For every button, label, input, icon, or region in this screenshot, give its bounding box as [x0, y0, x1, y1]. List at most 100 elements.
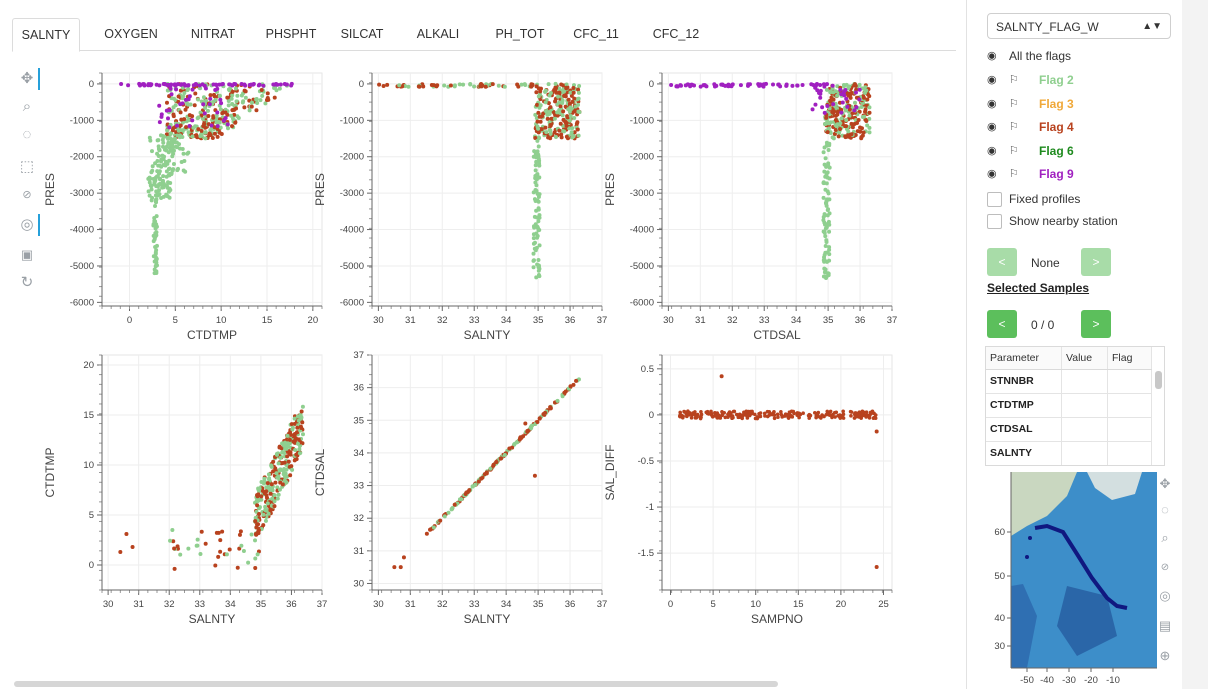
- data-point[interactable]: [727, 411, 731, 416]
- data-point[interactable]: [203, 541, 208, 546]
- data-point[interactable]: [184, 125, 189, 130]
- data-point[interactable]: [846, 134, 851, 139]
- data-point[interactable]: [292, 458, 297, 463]
- data-point[interactable]: [571, 382, 576, 387]
- data-point[interactable]: [726, 415, 730, 419]
- data-point[interactable]: [545, 116, 550, 121]
- data-point[interactable]: [271, 469, 276, 474]
- data-point[interactable]: [823, 243, 828, 248]
- data-point[interactable]: [186, 150, 191, 155]
- data-point[interactable]: [215, 110, 220, 115]
- data-point[interactable]: [160, 153, 165, 158]
- data-point[interactable]: [502, 452, 507, 457]
- data-point[interactable]: [151, 223, 156, 228]
- data-point[interactable]: [160, 137, 165, 142]
- data-point[interactable]: [277, 445, 282, 450]
- data-point[interactable]: [220, 529, 225, 534]
- data-point[interactable]: [534, 90, 539, 95]
- data-point[interactable]: [166, 140, 171, 145]
- data-point[interactable]: [824, 115, 829, 120]
- data-point[interactable]: [282, 82, 287, 87]
- data-point[interactable]: [300, 432, 305, 437]
- data-point[interactable]: [154, 214, 159, 219]
- data-point[interactable]: [859, 105, 864, 110]
- data-point[interactable]: [572, 115, 577, 120]
- data-point[interactable]: [267, 476, 272, 481]
- data-point[interactable]: [535, 262, 540, 267]
- data-point[interactable]: [450, 505, 455, 510]
- data-point[interactable]: [564, 134, 569, 139]
- data-point[interactable]: [220, 111, 225, 116]
- data-point[interactable]: [817, 415, 822, 419]
- data-point[interactable]: [757, 83, 762, 88]
- data-point[interactable]: [543, 125, 548, 130]
- data-point[interactable]: [682, 410, 687, 414]
- data-point[interactable]: [698, 84, 703, 89]
- data-point[interactable]: [446, 510, 451, 515]
- data-point[interactable]: [824, 225, 829, 230]
- data-point[interactable]: [385, 82, 390, 87]
- data-point[interactable]: [825, 170, 830, 175]
- data-point[interactable]: [843, 87, 848, 92]
- data-point[interactable]: [254, 498, 259, 503]
- data-point[interactable]: [828, 120, 833, 125]
- data-point[interactable]: [468, 81, 473, 86]
- data-point[interactable]: [548, 405, 553, 410]
- data-point[interactable]: [548, 90, 553, 95]
- data-point[interactable]: [824, 87, 829, 92]
- data-point[interactable]: [130, 545, 135, 549]
- data-point[interactable]: [867, 125, 872, 130]
- data-point[interactable]: [167, 158, 172, 163]
- data-point[interactable]: [557, 90, 562, 95]
- data-point[interactable]: [536, 273, 541, 278]
- data-point[interactable]: [291, 439, 296, 444]
- data-point[interactable]: [266, 97, 271, 102]
- data-point[interactable]: [571, 85, 576, 90]
- data-point[interactable]: [842, 93, 847, 98]
- data-point[interactable]: [830, 110, 835, 115]
- data-point[interactable]: [265, 501, 270, 506]
- data-point[interactable]: [289, 422, 294, 427]
- data-point[interactable]: [398, 565, 403, 570]
- eye-icon[interactable]: ◉: [987, 168, 997, 180]
- data-point[interactable]: [299, 409, 304, 414]
- data-point[interactable]: [149, 170, 154, 175]
- data-point[interactable]: [552, 87, 557, 92]
- data-point[interactable]: [867, 416, 872, 420]
- data-point[interactable]: [210, 136, 215, 141]
- data-point[interactable]: [282, 475, 287, 480]
- data-point[interactable]: [865, 97, 870, 102]
- data-point[interactable]: [295, 414, 300, 419]
- data-point[interactable]: [220, 81, 225, 86]
- flag-icon[interactable]: ⚐: [1009, 98, 1019, 110]
- data-point[interactable]: [516, 84, 521, 89]
- data-point[interactable]: [827, 413, 832, 417]
- data-point[interactable]: [153, 161, 158, 166]
- data-point[interactable]: [292, 431, 297, 436]
- data-point[interactable]: [282, 460, 287, 465]
- data-point[interactable]: [169, 92, 174, 97]
- data-point[interactable]: [765, 409, 770, 414]
- data-point[interactable]: [546, 82, 551, 87]
- data-point[interactable]: [531, 258, 536, 263]
- data-point[interactable]: [229, 96, 234, 101]
- data-point[interactable]: [490, 82, 495, 87]
- data-point[interactable]: [867, 116, 872, 121]
- table-scrollbar[interactable]: [1155, 371, 1162, 389]
- data-point[interactable]: [835, 93, 840, 98]
- flag-cell[interactable]: [1108, 418, 1152, 441]
- data-point[interactable]: [483, 84, 488, 89]
- data-point[interactable]: [238, 529, 243, 534]
- data-point[interactable]: [709, 409, 713, 414]
- scatter-plot-2[interactable]: 30 31 32 33 34 35 36 37 0 -1000 -2000 -3000 -4000 -50…: [313, 72, 607, 342]
- col-parameter[interactable]: Parameter: [986, 347, 1062, 369]
- data-point[interactable]: [822, 110, 827, 115]
- data-point[interactable]: [156, 163, 161, 168]
- data-point[interactable]: [476, 479, 481, 484]
- data-point[interactable]: [534, 102, 539, 107]
- data-point[interactable]: [473, 482, 478, 487]
- data-point[interactable]: [689, 82, 694, 87]
- data-point[interactable]: [776, 415, 780, 420]
- data-point[interactable]: [494, 460, 499, 465]
- data-point[interactable]: [795, 83, 800, 88]
